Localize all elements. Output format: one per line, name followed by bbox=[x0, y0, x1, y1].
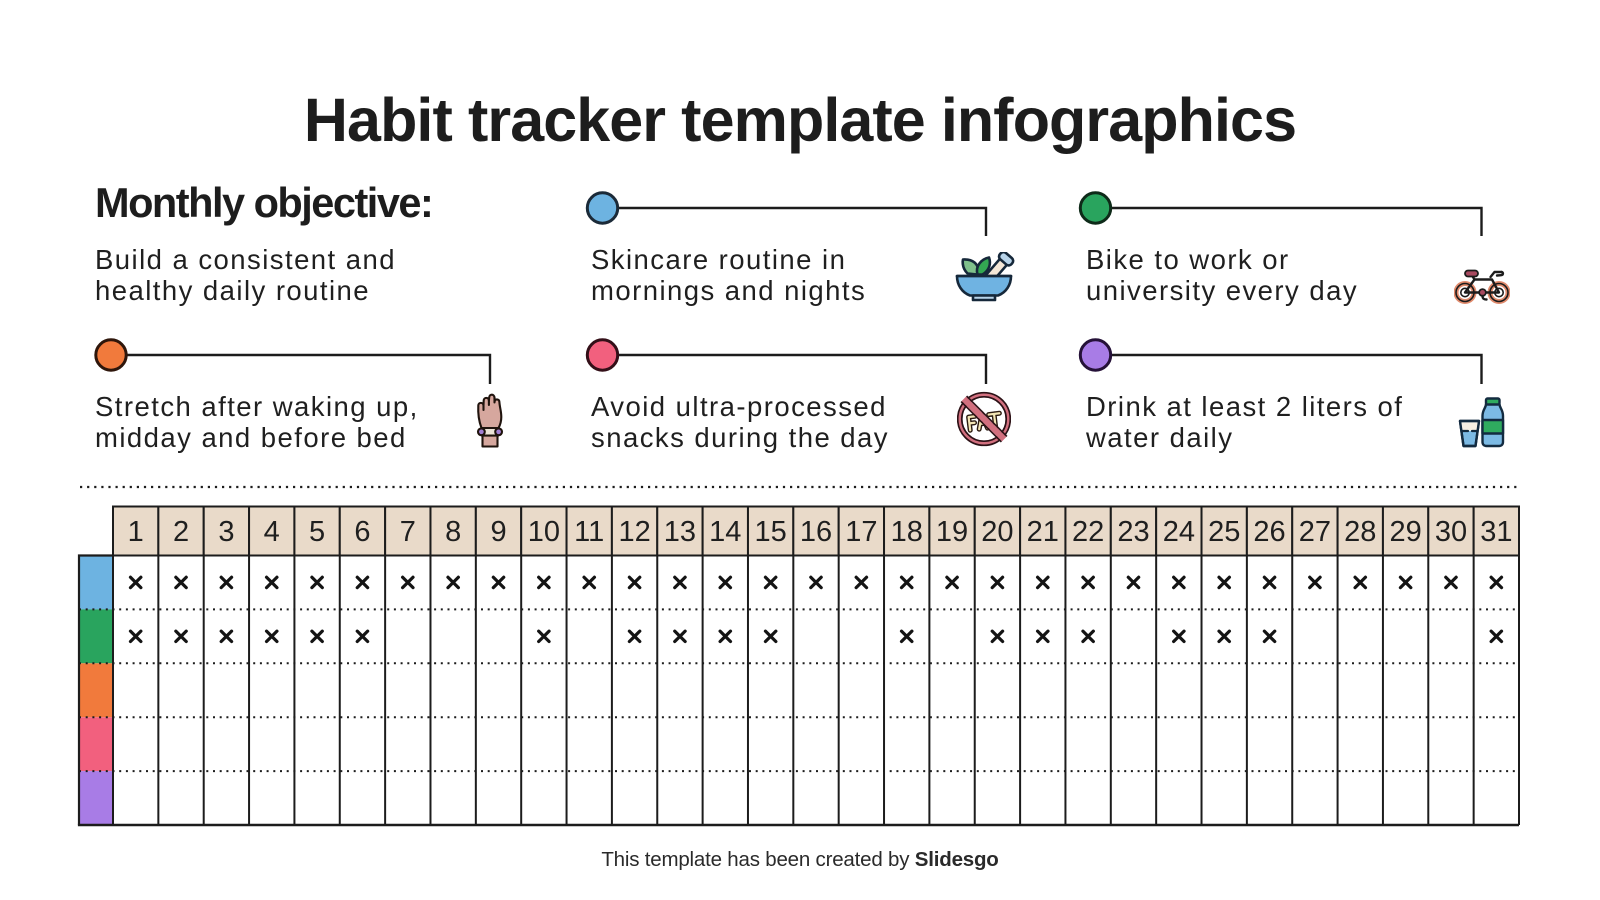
svg-text:2: 2 bbox=[173, 516, 189, 548]
svg-text:23: 23 bbox=[1117, 516, 1149, 548]
svg-text:25: 25 bbox=[1208, 516, 1240, 548]
svg-text:10: 10 bbox=[528, 516, 560, 548]
svg-text:17: 17 bbox=[845, 516, 877, 548]
svg-text:24: 24 bbox=[1163, 516, 1195, 548]
svg-text:6: 6 bbox=[354, 516, 370, 548]
svg-text:16: 16 bbox=[800, 516, 832, 548]
svg-text:3: 3 bbox=[218, 516, 234, 548]
svg-text:28: 28 bbox=[1344, 516, 1376, 548]
svg-text:11: 11 bbox=[574, 516, 604, 548]
svg-text:5: 5 bbox=[309, 516, 325, 548]
svg-text:22: 22 bbox=[1072, 516, 1104, 548]
svg-text:29: 29 bbox=[1389, 516, 1421, 548]
svg-text:15: 15 bbox=[755, 516, 787, 548]
svg-text:14: 14 bbox=[709, 516, 741, 548]
svg-text:20: 20 bbox=[981, 516, 1013, 548]
svg-text:9: 9 bbox=[490, 516, 506, 548]
svg-text:18: 18 bbox=[891, 516, 923, 548]
svg-text:1: 1 bbox=[128, 516, 144, 548]
svg-text:7: 7 bbox=[400, 516, 416, 548]
svg-text:31: 31 bbox=[1480, 516, 1512, 548]
svg-text:8: 8 bbox=[445, 516, 461, 548]
svg-text:26: 26 bbox=[1253, 516, 1285, 548]
svg-text:27: 27 bbox=[1299, 516, 1331, 548]
svg-text:19: 19 bbox=[936, 516, 968, 548]
svg-text:4: 4 bbox=[264, 516, 280, 548]
svg-text:30: 30 bbox=[1435, 516, 1467, 548]
svg-text:21: 21 bbox=[1027, 516, 1059, 548]
svg-text:12: 12 bbox=[618, 516, 650, 548]
svg-text:13: 13 bbox=[664, 516, 696, 548]
